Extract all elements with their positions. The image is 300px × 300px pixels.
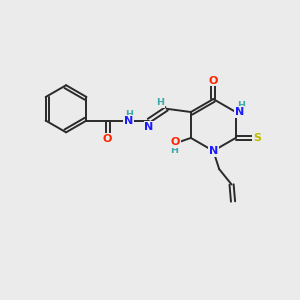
Text: H: H	[156, 98, 164, 107]
Text: N: N	[235, 107, 244, 117]
Text: S: S	[253, 133, 261, 143]
Text: O: O	[103, 134, 112, 144]
Text: H: H	[237, 101, 245, 110]
Text: N: N	[209, 146, 218, 156]
Text: N: N	[144, 122, 154, 132]
Text: O: O	[171, 137, 180, 147]
Text: N: N	[124, 116, 134, 126]
Text: H: H	[125, 110, 133, 118]
Text: O: O	[208, 76, 218, 85]
Text: H: H	[170, 146, 178, 155]
